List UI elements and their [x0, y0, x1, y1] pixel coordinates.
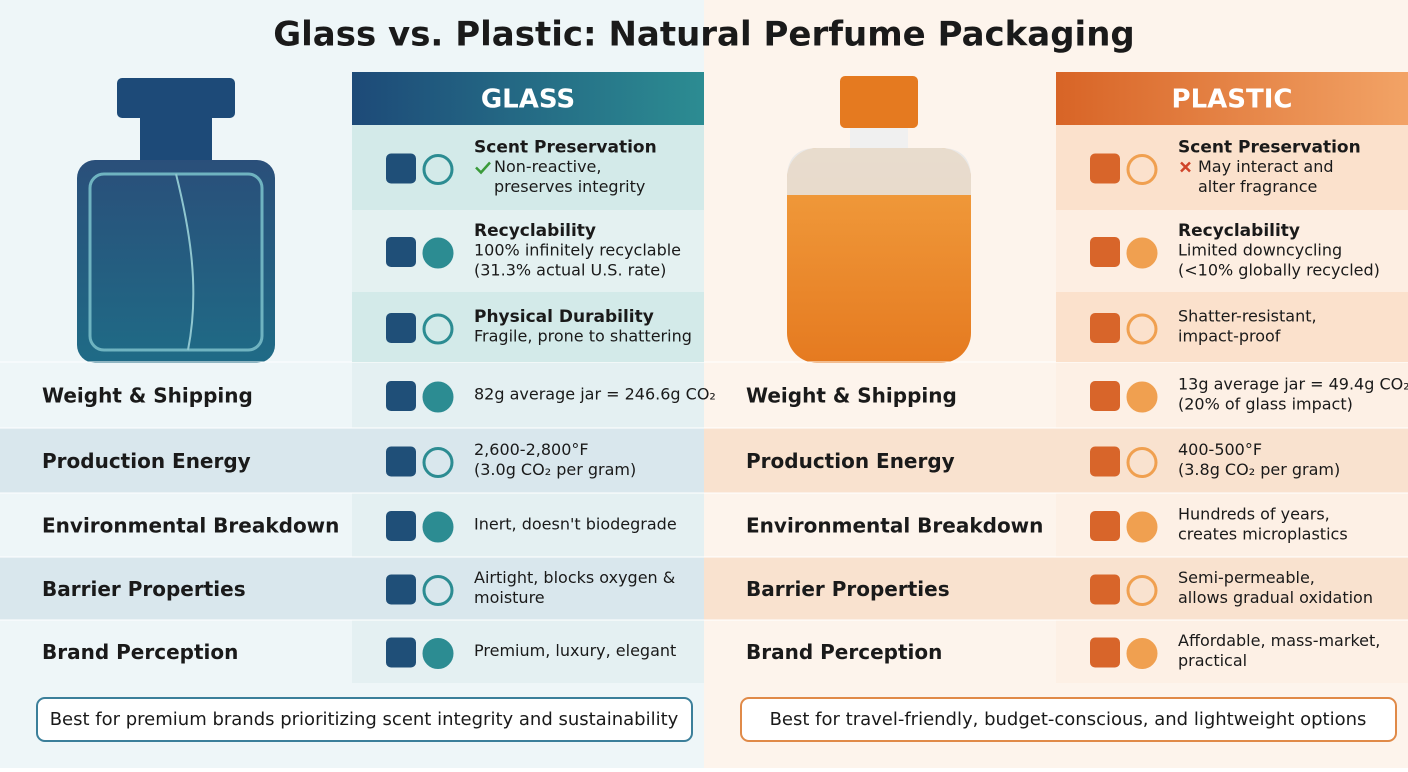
feature-desc: Non-reactive,	[494, 157, 601, 176]
row-label: Production Energy	[42, 449, 251, 473]
row-desc: (20% of glass impact)	[1178, 395, 1353, 414]
feature-desc: May interact and	[1198, 157, 1334, 176]
row-label: Environmental Breakdown	[42, 514, 339, 538]
row-desc: 82g average jar = 246.6g CO₂	[474, 385, 716, 404]
row-desc: Airtight, blocks oxygen &	[474, 568, 675, 587]
row-stripe	[704, 557, 1408, 620]
row-desc: Semi-permeable,	[1178, 568, 1315, 587]
icon	[422, 313, 454, 345]
feature-title: Recyclability	[1178, 221, 1300, 241]
row-desc: moisture	[474, 588, 545, 607]
row-label: Barrier Properties	[42, 577, 246, 601]
row-label: Weight & Shipping	[746, 384, 957, 408]
icon	[1126, 313, 1158, 345]
icon	[422, 447, 454, 478]
panel-header	[352, 72, 704, 125]
icon	[1090, 511, 1120, 541]
feature-desc: alter fragrance	[1198, 177, 1317, 196]
icon	[386, 446, 416, 477]
icon	[1126, 237, 1158, 269]
row-desc: 400-500°F	[1178, 440, 1262, 459]
row-desc: (3.0g CO₂ per gram)	[474, 460, 636, 479]
row-label: Production Energy	[746, 449, 955, 473]
feature-title: Recyclability	[474, 221, 596, 241]
icon	[386, 237, 416, 267]
icon	[386, 313, 416, 343]
icon	[422, 575, 454, 606]
icon	[422, 638, 454, 669]
icon	[1126, 511, 1158, 543]
icon	[1090, 381, 1120, 411]
plastic-bottle	[787, 76, 971, 363]
footer-text: Best for premium brands prioritizing sce…	[50, 709, 679, 730]
feature-desc: (<10% globally recycled)	[1178, 261, 1380, 280]
row-label: Weight & Shipping	[42, 384, 253, 408]
feature-desc: Shatter-resistant,	[1178, 307, 1317, 326]
glass-bottle	[77, 78, 275, 363]
row-label: Brand Perception	[746, 640, 942, 664]
row-desc: Inert, doesn't biodegrade	[474, 515, 677, 534]
row-label: Environmental Breakdown	[746, 514, 1043, 538]
icon	[1090, 637, 1120, 668]
row-desc: 13g average jar = 49.4g CO₂	[1178, 375, 1408, 394]
row-desc: allows gradual oxidation	[1178, 588, 1373, 607]
feature-desc: Limited downcycling	[1178, 241, 1342, 260]
icon	[422, 381, 454, 413]
row-desc: 2,600-2,800°F	[474, 440, 589, 459]
icon	[386, 574, 416, 605]
footer-text: Best for travel-friendly, budget-conscio…	[770, 709, 1367, 730]
row-label: Barrier Properties	[746, 577, 950, 601]
row-desc: Affordable, mass-market,	[1178, 631, 1380, 650]
panel-header	[1056, 72, 1408, 125]
icon	[1126, 154, 1158, 185]
icon	[1090, 237, 1120, 267]
icon	[422, 237, 454, 269]
row-desc: Premium, luxury, elegant	[474, 641, 676, 660]
row-label: Brand Perception	[42, 640, 238, 664]
icon	[422, 154, 454, 185]
feature-desc: impact-proof	[1178, 327, 1281, 346]
feature-desc: (31.3% actual U.S. rate)	[474, 261, 666, 280]
footer-box	[36, 697, 693, 742]
icon	[1090, 313, 1120, 343]
row-desc: practical	[1178, 651, 1247, 670]
icon	[1126, 381, 1158, 413]
feature-desc: preserves integrity	[494, 177, 645, 196]
row-stripe	[0, 557, 704, 620]
icon	[1126, 575, 1158, 606]
check-mark	[475, 161, 491, 175]
row-stripe	[0, 428, 704, 493]
cross-mark	[1180, 161, 1191, 173]
feature-desc: 100% infinitely recyclable	[474, 241, 681, 260]
icon	[386, 381, 416, 411]
feature-desc: Fragile, prone to shattering	[474, 327, 692, 346]
row-stripe	[704, 428, 1408, 493]
row-desc: (3.8g CO₂ per gram)	[1178, 460, 1340, 479]
feature-title: Scent Preservation	[1178, 138, 1361, 158]
feature-title: Physical Durability	[474, 307, 654, 327]
icon	[1090, 153, 1120, 184]
icon	[1126, 447, 1158, 478]
panel-header-label: PLASTIC	[1172, 85, 1293, 115]
page-title: Glass vs. Plastic: Natural Perfume Packa…	[273, 15, 1135, 55]
icon	[1126, 638, 1158, 669]
footer-box	[740, 697, 1397, 742]
row-desc: creates microplastics	[1178, 525, 1348, 544]
icon	[386, 153, 416, 184]
icon	[386, 511, 416, 541]
icon	[1090, 446, 1120, 477]
icon	[386, 637, 416, 668]
panel-header-label: GLASS	[481, 85, 575, 115]
icon	[1090, 574, 1120, 605]
icon	[422, 511, 454, 543]
row-desc: Hundreds of years,	[1178, 505, 1330, 524]
feature-title: Scent Preservation	[474, 138, 657, 158]
